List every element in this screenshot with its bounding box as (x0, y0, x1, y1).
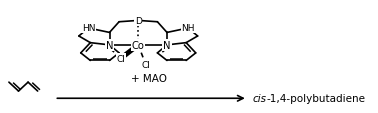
Text: D: D (135, 17, 142, 26)
Text: Co: Co (132, 41, 145, 50)
Text: Cl: Cl (116, 54, 125, 63)
Text: cis: cis (253, 93, 267, 103)
Text: HN: HN (82, 24, 95, 33)
Text: N: N (163, 41, 171, 50)
Text: -1,4-polybutadiene: -1,4-polybutadiene (266, 93, 366, 103)
Text: NH: NH (181, 24, 195, 33)
Text: Cl: Cl (141, 61, 150, 70)
Text: + MAO: + MAO (130, 74, 166, 84)
Text: N: N (106, 41, 113, 50)
